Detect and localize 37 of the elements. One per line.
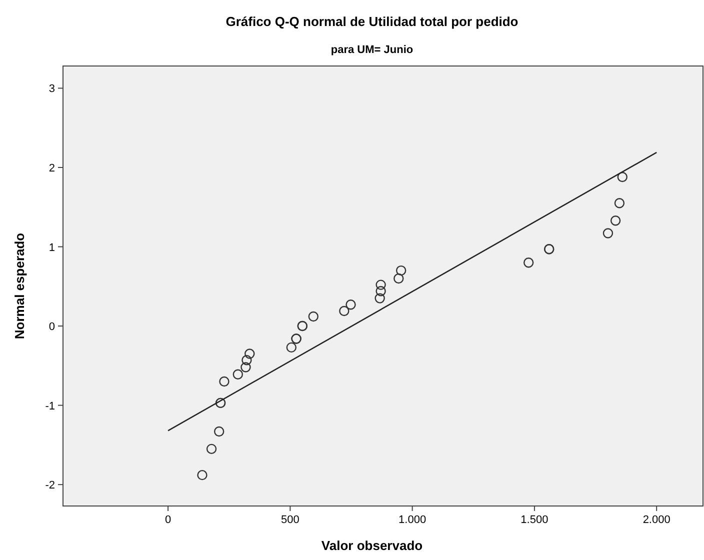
x-axis-title: Valor observado bbox=[321, 538, 423, 553]
point bbox=[244, 348, 255, 359]
y-tick-label: -2 bbox=[45, 480, 55, 492]
x-tick-label: 2.000 bbox=[642, 514, 670, 526]
chart-title: Gráfico Q-Q normal de Utilidad total por pedido bbox=[226, 14, 518, 29]
x-tick-label: 0 bbox=[164, 514, 172, 526]
point bbox=[308, 311, 318, 322]
chart-subtitle: para UM= Junio bbox=[330, 44, 414, 56]
point bbox=[240, 362, 251, 372]
y-tick-label: 0 bbox=[48, 321, 55, 334]
point bbox=[523, 258, 534, 268]
point bbox=[394, 273, 404, 284]
point bbox=[374, 293, 385, 304]
y-tick-label: 1 bbox=[48, 242, 55, 254]
y-tick-label: 3 bbox=[48, 83, 55, 96]
y-tick-label: 2 bbox=[48, 162, 55, 174]
point bbox=[614, 198, 625, 208]
point bbox=[197, 470, 208, 480]
point bbox=[396, 265, 406, 276]
x-tick-label: 500 bbox=[280, 514, 300, 526]
point bbox=[242, 355, 252, 366]
x-tick-label: 1.500 bbox=[520, 514, 548, 526]
point bbox=[214, 426, 224, 437]
y-axis-title: Normal esperado bbox=[12, 232, 27, 340]
point bbox=[232, 369, 243, 380]
point bbox=[610, 215, 621, 226]
point bbox=[206, 444, 217, 454]
point bbox=[602, 228, 614, 238]
point bbox=[376, 286, 386, 296]
point bbox=[346, 300, 356, 310]
point bbox=[219, 376, 230, 387]
point bbox=[617, 172, 628, 182]
point bbox=[339, 306, 350, 316]
y-tick-label: -1 bbox=[45, 400, 55, 412]
point bbox=[376, 280, 386, 290]
x-tick-label: 1.000 bbox=[398, 514, 426, 526]
point bbox=[286, 342, 296, 353]
